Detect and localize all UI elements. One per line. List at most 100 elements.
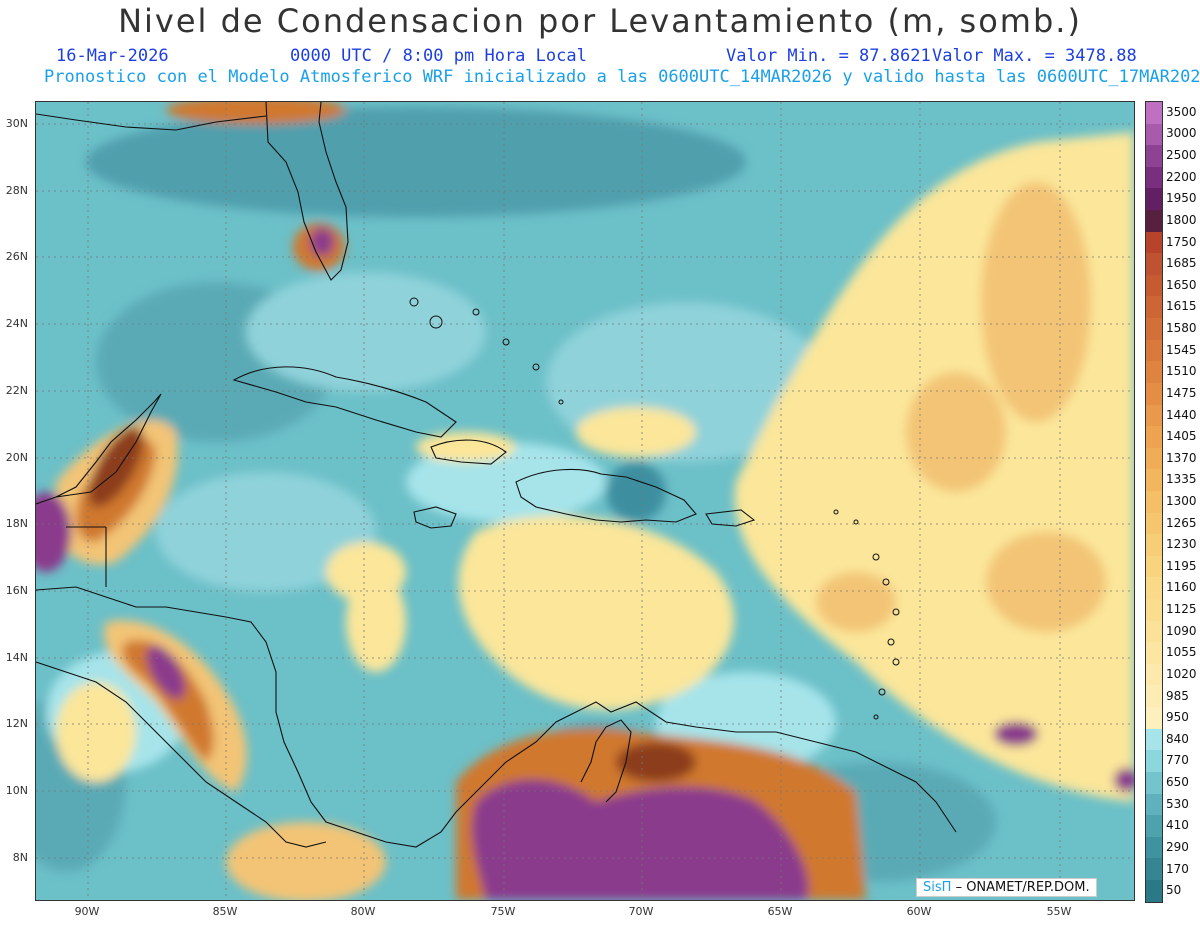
legend-swatch <box>1146 231 1162 254</box>
legend-label: 1335 <box>1166 472 1197 487</box>
legend-swatch <box>1146 210 1162 232</box>
legend-label: 770 <box>1166 753 1189 768</box>
legend-swatch <box>1146 469 1162 491</box>
legend-swatch <box>1146 145 1162 167</box>
legend-label: 1475 <box>1166 385 1197 400</box>
legend-swatch <box>1146 123 1162 146</box>
forecast-date: 16-Mar-2026 <box>56 46 169 66</box>
legend-swatch <box>1146 188 1162 211</box>
lat-label: 28N <box>5 184 28 197</box>
min-value: Valor Min. = 87.8621 <box>726 46 931 66</box>
legend-swatch <box>1146 382 1162 405</box>
legend-swatch <box>1146 750 1162 772</box>
lcl-map <box>35 101 1135 901</box>
model-subtitle: Pronostico con el Modelo Atmosferico WRF… <box>44 67 1200 87</box>
legend-swatch <box>1146 534 1162 556</box>
legend-label: 1370 <box>1166 450 1197 465</box>
legend-swatch <box>1146 642 1162 664</box>
legend-label: 1750 <box>1166 234 1197 249</box>
legend-swatch <box>1146 707 1162 729</box>
legend-swatch <box>1146 728 1162 751</box>
legend-label: 1160 <box>1166 580 1197 595</box>
forecast-time: 0000 UTC / 8:00 pm Hora Local <box>290 46 587 66</box>
legend-swatch <box>1146 879 1162 902</box>
legend-swatch <box>1146 858 1162 880</box>
legend-swatch <box>1146 296 1162 319</box>
legend-label: 1685 <box>1166 256 1197 271</box>
lat-label: 14N <box>5 651 28 664</box>
legend-label: 1195 <box>1166 558 1197 573</box>
max-value: Valor Max. = 3478.88 <box>932 46 1137 66</box>
legend-swatch <box>1146 102 1162 124</box>
legend-swatch <box>1146 793 1162 816</box>
legend-label: 1950 <box>1166 191 1197 206</box>
legend-label: 1615 <box>1166 299 1197 314</box>
legend-label: 1055 <box>1166 645 1197 660</box>
credit-badge: SisΠ – ONAMET/REP.DOM. <box>916 878 1097 897</box>
legend-label: 2200 <box>1166 169 1197 184</box>
legend-swatch <box>1146 404 1162 427</box>
legend-label: 1265 <box>1166 515 1197 530</box>
legend-swatch <box>1146 426 1162 448</box>
legend-label: 1020 <box>1166 666 1197 681</box>
legend-label: 1580 <box>1166 321 1197 336</box>
legend-label: 3500 <box>1166 104 1197 119</box>
legend-label: 3000 <box>1166 126 1197 141</box>
legend-swatch <box>1146 663 1162 686</box>
legend-label: 1300 <box>1166 494 1197 508</box>
legend-swatch <box>1146 577 1162 600</box>
legend-swatch <box>1146 274 1162 297</box>
legend-label: 1230 <box>1166 537 1197 552</box>
legend-label: 840 <box>1166 731 1189 746</box>
legend-label: 1510 <box>1166 364 1197 379</box>
legend-swatch <box>1146 815 1162 837</box>
legend-label: 950 <box>1166 710 1189 725</box>
lon-label: 90W <box>74 905 100 918</box>
legend-swatch <box>1146 490 1162 513</box>
legend-swatch <box>1146 620 1162 643</box>
lon-label: 85W <box>212 905 238 918</box>
sispi-logo: SisΠ <box>923 880 952 895</box>
lat-label: 18N <box>5 517 28 530</box>
legend-swatch <box>1146 771 1162 794</box>
lat-label: 16N <box>5 584 28 597</box>
legend-label: 50 <box>1166 883 1182 898</box>
legend-label: 410 <box>1166 818 1189 833</box>
legend-swatch <box>1146 447 1162 470</box>
lat-label: 26N <box>5 250 28 263</box>
lat-label: 24N <box>5 317 28 330</box>
legend-swatch <box>1146 253 1162 275</box>
legend-label: 530 <box>1166 796 1189 811</box>
lat-label: 12N <box>5 717 28 730</box>
legend-label: 1545 <box>1166 342 1197 357</box>
lon-label: 80W <box>350 905 376 918</box>
legend-swatch <box>1146 361 1162 383</box>
lat-label: 10N <box>5 784 28 797</box>
color-legend-bar <box>1145 101 1163 903</box>
chart-title: Nivel de Condensacion por Levantamiento … <box>118 2 1082 40</box>
legend-swatch <box>1146 166 1162 189</box>
legend-label: 1650 <box>1166 277 1197 292</box>
legend-label: 985 <box>1166 688 1189 703</box>
legend-swatch <box>1146 599 1162 621</box>
lon-label: 65W <box>767 905 793 918</box>
legend-label: 650 <box>1166 775 1189 790</box>
legend-label: 170 <box>1166 861 1189 876</box>
lon-label: 60W <box>906 905 932 918</box>
legend-label: 1125 <box>1166 602 1197 617</box>
legend-swatch <box>1146 685 1162 708</box>
legend-swatch <box>1146 318 1162 340</box>
lat-label: 22N <box>5 384 28 397</box>
legend-label: 290 <box>1166 839 1189 854</box>
legend-label: 1405 <box>1166 429 1197 444</box>
legend-swatch <box>1146 339 1162 362</box>
lon-label: 55W <box>1046 905 1072 918</box>
legend-label: 1440 <box>1166 407 1197 422</box>
lat-label: 30N <box>5 117 28 130</box>
legend-swatch <box>1146 836 1162 859</box>
lon-label: 70W <box>628 905 654 918</box>
legend-label: 2500 <box>1166 148 1197 163</box>
credit-text: – ONAMET/REP.DOM. <box>955 880 1090 895</box>
legend-label: 1800 <box>1166 212 1197 227</box>
legend-swatch <box>1146 555 1162 578</box>
